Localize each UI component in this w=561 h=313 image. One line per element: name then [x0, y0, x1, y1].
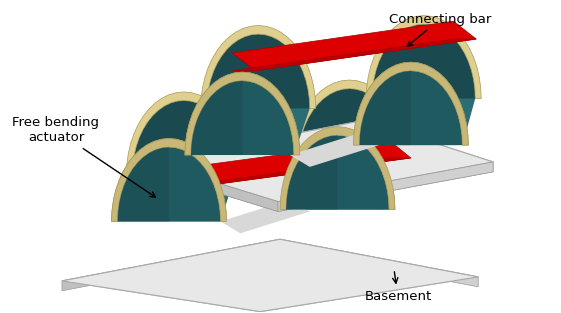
Polygon shape [117, 147, 220, 221]
Polygon shape [62, 239, 478, 312]
Polygon shape [201, 26, 316, 108]
Polygon shape [286, 89, 401, 209]
Polygon shape [185, 72, 300, 155]
Polygon shape [112, 139, 227, 221]
Polygon shape [191, 81, 294, 155]
Polygon shape [353, 62, 468, 145]
Polygon shape [117, 147, 220, 221]
Polygon shape [359, 24, 475, 145]
Polygon shape [232, 21, 476, 71]
Polygon shape [191, 34, 310, 155]
Polygon shape [353, 62, 468, 145]
Polygon shape [62, 239, 280, 291]
Polygon shape [206, 34, 310, 108]
Polygon shape [149, 120, 493, 202]
Polygon shape [286, 89, 350, 209]
Polygon shape [132, 100, 236, 175]
Polygon shape [290, 133, 379, 167]
Polygon shape [185, 72, 300, 155]
Text: Connecting bar: Connecting bar [389, 13, 491, 46]
Polygon shape [359, 24, 424, 145]
Polygon shape [298, 89, 401, 163]
Polygon shape [366, 16, 481, 99]
Polygon shape [359, 71, 462, 145]
Polygon shape [286, 135, 338, 209]
Polygon shape [149, 162, 278, 212]
Polygon shape [153, 158, 411, 190]
Polygon shape [372, 24, 475, 99]
Polygon shape [232, 39, 476, 71]
Polygon shape [117, 147, 169, 221]
Polygon shape [112, 139, 227, 221]
Polygon shape [278, 162, 493, 212]
Polygon shape [191, 81, 242, 155]
Polygon shape [278, 162, 493, 212]
Polygon shape [117, 100, 184, 221]
Polygon shape [359, 71, 462, 145]
Polygon shape [286, 135, 389, 209]
Polygon shape [126, 92, 241, 175]
Polygon shape [191, 81, 294, 155]
Text: Free bending
actuator: Free bending actuator [12, 116, 155, 197]
Polygon shape [280, 127, 395, 209]
Polygon shape [153, 140, 411, 190]
Polygon shape [280, 239, 478, 287]
Polygon shape [220, 200, 310, 233]
Polygon shape [280, 127, 395, 209]
Polygon shape [117, 100, 236, 221]
Polygon shape [191, 34, 258, 155]
Polygon shape [359, 71, 411, 145]
Polygon shape [149, 120, 493, 202]
Polygon shape [149, 162, 278, 212]
Polygon shape [292, 80, 407, 163]
Polygon shape [62, 239, 478, 312]
Text: Basement: Basement [364, 272, 431, 303]
Polygon shape [286, 135, 389, 209]
